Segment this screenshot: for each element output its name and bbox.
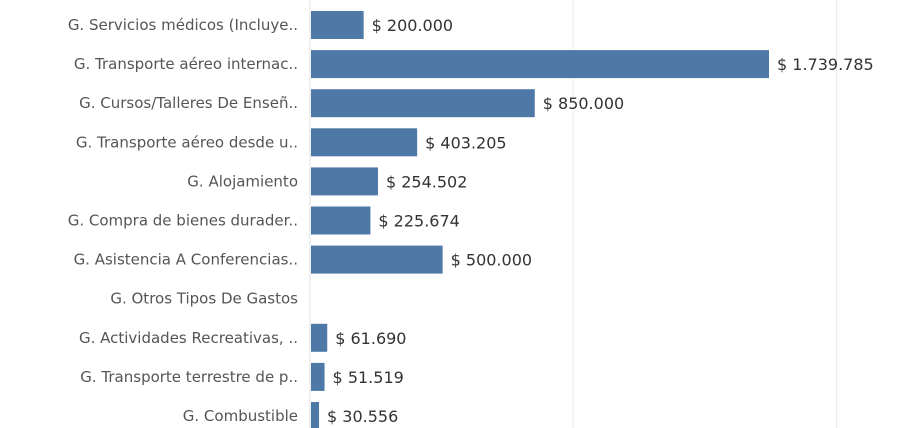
bar[interactable] — [311, 50, 769, 79]
value-label: $ 61.690 — [335, 329, 406, 348]
value-label: $ 30.556 — [327, 407, 398, 426]
category-label: G. Alojamiento — [187, 172, 298, 190]
category-label: G. Servicios médicos (Incluye.. — [68, 16, 298, 34]
value-label: $ 51.519 — [333, 368, 404, 387]
category-label: G. Transporte aéreo internac.. — [74, 55, 298, 73]
category-label: G. Transporte aéreo desde u.. — [76, 133, 298, 151]
bar[interactable] — [311, 323, 328, 352]
value-label: $ 1.739.785 — [777, 55, 874, 74]
bar[interactable] — [311, 128, 418, 157]
value-label: $ 500.000 — [451, 251, 532, 270]
bar[interactable] — [311, 362, 325, 391]
bar[interactable] — [311, 89, 535, 118]
bar[interactable] — [311, 11, 364, 39]
value-label: $ 200.000 — [372, 16, 453, 35]
category-label: G. Compra de bienes durader.. — [68, 212, 298, 230]
category-label: G. Cursos/Talleres De Enseñ.. — [79, 94, 298, 112]
category-label: G. Combustible — [183, 407, 298, 425]
category-label: G. Otros Tipos De Gastos — [110, 290, 298, 308]
category-labels: G. Servicios médicos (Incluye.. G. Transp… — [68, 16, 298, 425]
value-labels: $ 200.000 $ 1.739.785 $ 850.000 $ 403.205 $ … — [327, 16, 874, 426]
value-label: $ 403.205 — [425, 133, 506, 152]
bar[interactable] — [311, 206, 371, 235]
category-label: G. Transporte terrestre de p.. — [80, 368, 298, 386]
bars — [311, 11, 769, 428]
category-label: G. Asistencia A Conferencias.. — [74, 251, 298, 269]
bar[interactable] — [311, 402, 320, 428]
bar[interactable] — [311, 245, 443, 274]
bar[interactable] — [311, 167, 378, 196]
category-label: G. Actividades Recreativas, .. — [79, 329, 298, 347]
value-label: $ 254.502 — [386, 172, 467, 191]
value-label: $ 225.674 — [378, 212, 459, 231]
value-label: $ 850.000 — [543, 94, 624, 113]
